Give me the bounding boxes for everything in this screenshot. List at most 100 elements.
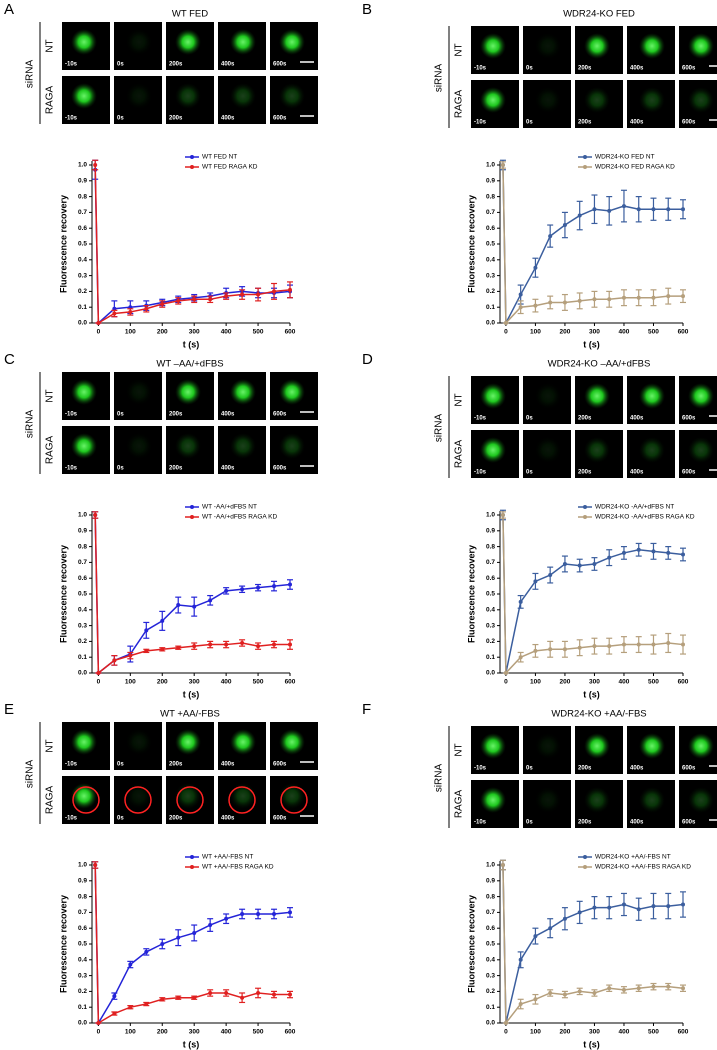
y-tick-label: 0.9 [78,878,87,885]
x-tick-label: 300 [589,329,600,336]
data-point [621,642,626,647]
legend-label: WDR24-KO +AA/-FBS RAGA KD [595,864,691,871]
fluorescent-spot [175,729,201,755]
fluorescent-spot [480,787,506,813]
row-group-label: siRNA [434,414,445,443]
time-label: -10s [474,470,487,476]
x-tick-label: 100 [530,1029,541,1036]
time-label: 0s [526,66,533,72]
data-point [562,561,567,566]
time-label: 400s [221,62,235,68]
data-point [144,949,149,954]
legend-marker [583,165,587,169]
row-label: RAGA [454,90,465,119]
data-point [681,642,685,647]
panel-letter: D [362,351,373,368]
x-tick-label: 200 [157,1029,168,1036]
x-tick-label: 300 [189,329,200,336]
fluorescent-spot [279,29,305,55]
data-point [272,911,277,916]
legend-marker [583,505,587,509]
legend-marker [190,515,194,519]
row-group-label: siRNA [434,64,445,93]
legend-marker [583,865,587,869]
x-tick-label: 400 [619,1029,630,1036]
data-point [651,904,656,909]
fluorescent-spot [584,383,610,409]
time-label: 600s [682,66,696,72]
series-line [502,514,684,674]
data-point [518,305,523,310]
time-label: 600s [273,116,287,122]
fluorescent-spot [230,83,256,109]
data-point [666,640,671,645]
time-label: 400s [630,470,644,476]
data-point [621,902,626,907]
data-point [548,234,553,239]
data-point [636,207,641,212]
x-tick-label: 300 [589,1029,600,1036]
data-point [577,563,582,568]
data-point [651,207,656,212]
time-label: 400s [221,116,235,122]
data-point [240,995,245,1000]
panel: B WDR24-KO FED siRNA NT -10s 0s 200s 400s 600s RA… [362,1,717,349]
series-line [94,514,290,675]
data-point [577,213,582,218]
data-point [256,911,261,916]
y-axis-title: Fluorescence recovery [58,545,68,643]
y-tick-label: 0.0 [486,1020,495,1027]
y-tick-label: 0.2 [486,638,495,645]
time-label: 0s [117,762,124,768]
time-label: 600s [273,412,287,418]
x-tick-label: 200 [560,1029,571,1036]
legend-label: WT +AA/-FBS RAGA KD [202,864,274,871]
data-point [96,1021,101,1025]
data-point [681,552,685,557]
panel-title: WDR24-KO +AA/-FBS [551,709,646,720]
legend-marker [583,855,587,859]
data-point [607,905,612,910]
fluorescent-spot [535,733,561,759]
time-label: 200s [169,62,183,68]
data-point [681,902,685,907]
legend-label: WDR24-KO FED NT [595,154,655,161]
data-point [533,265,538,270]
x-tick-label: 400 [221,329,232,336]
time-label: 400s [630,120,644,126]
data-point [666,550,671,555]
data-point [256,990,261,995]
fluorescent-spot [175,29,201,55]
y-tick-label: 0.8 [78,193,87,200]
time-label: 400s [630,820,644,826]
time-label: 600s [273,466,287,472]
time-label: 400s [221,466,235,472]
data-point [621,295,626,300]
data-point [176,935,181,940]
data-point [636,295,641,300]
y-tick-label: 0.5 [78,241,87,248]
y-tick-label: 0.3 [486,272,495,279]
x-tick-label: 200 [157,329,168,336]
x-tick-label: 300 [589,679,600,686]
y-tick-label: 0.5 [486,241,495,248]
data-point [208,598,213,603]
y-tick-label: 0.1 [78,654,87,661]
fluorescent-spot [71,729,97,755]
x-axis-title: t (s) [583,1039,600,1049]
y-tick-label: 0.3 [486,972,495,979]
fluorescent-spot [688,787,714,813]
data-point [577,645,582,650]
data-point [224,916,229,921]
x-tick-label: 200 [560,679,571,686]
data-point [256,644,261,649]
fluorescent-spot [230,29,256,55]
roi-circle [72,786,100,814]
row-label: RAGA [454,440,465,469]
y-axis-title: Fluorescence recovery [58,895,68,993]
data-point [651,295,656,300]
fluorescent-spot [230,379,256,405]
y-tick-label: 0.2 [486,288,495,295]
data-point [160,302,165,307]
y-tick-label: 0.8 [486,193,495,200]
